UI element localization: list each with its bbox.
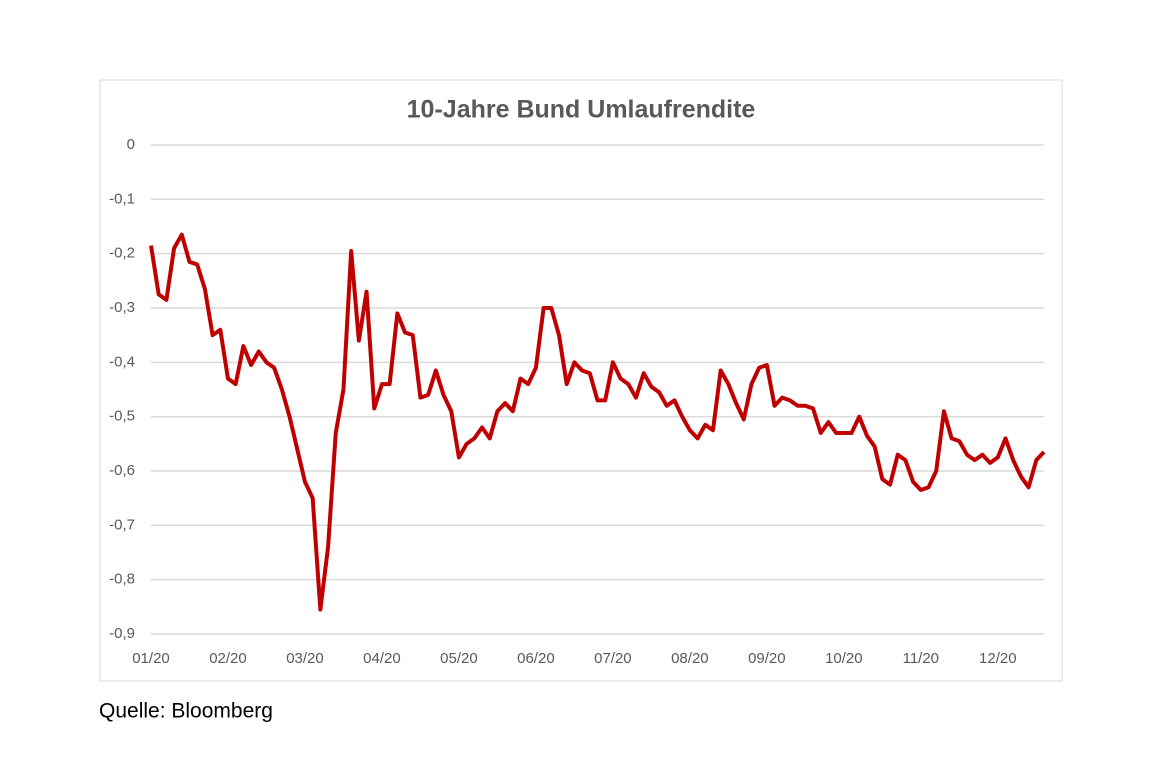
y-tick-label: 0 [127, 136, 135, 153]
y-tick-label: -0,7 [109, 516, 135, 533]
x-tick-label: 06/20 [517, 650, 555, 667]
y-tick-label: -0,5 [109, 408, 135, 425]
x-tick-label: 10/20 [825, 650, 863, 667]
x-tick-label: 05/20 [440, 650, 478, 667]
x-tick-label: 08/20 [671, 650, 709, 667]
y-tick-label: -0,4 [109, 353, 135, 370]
y-tick-label: -0,9 [109, 625, 135, 642]
y-tick-label: -0,8 [109, 571, 135, 588]
x-tick-label: 12/20 [979, 650, 1017, 667]
x-tick-label: 03/20 [286, 650, 324, 667]
x-tick-label: 09/20 [748, 650, 786, 667]
x-tick-label: 07/20 [594, 650, 632, 667]
x-tick-label: 01/20 [132, 650, 170, 667]
x-tick-label: 02/20 [209, 650, 247, 667]
x-tick-label: 04/20 [363, 650, 401, 667]
data-line [149, 232, 1046, 612]
x-tick-label: 11/20 [903, 650, 939, 667]
chart-title: 10-Jahre Bund Umlaufrendite [407, 96, 756, 124]
y-tick-label: -0,6 [109, 462, 135, 479]
source-note: Quelle: Bloomberg [99, 700, 273, 723]
chart-frame [99, 79, 1063, 682]
y-tick-label: -0,3 [109, 299, 135, 316]
y-tick-label: -0,1 [109, 190, 135, 207]
y-tick-label: -0,2 [109, 245, 135, 262]
